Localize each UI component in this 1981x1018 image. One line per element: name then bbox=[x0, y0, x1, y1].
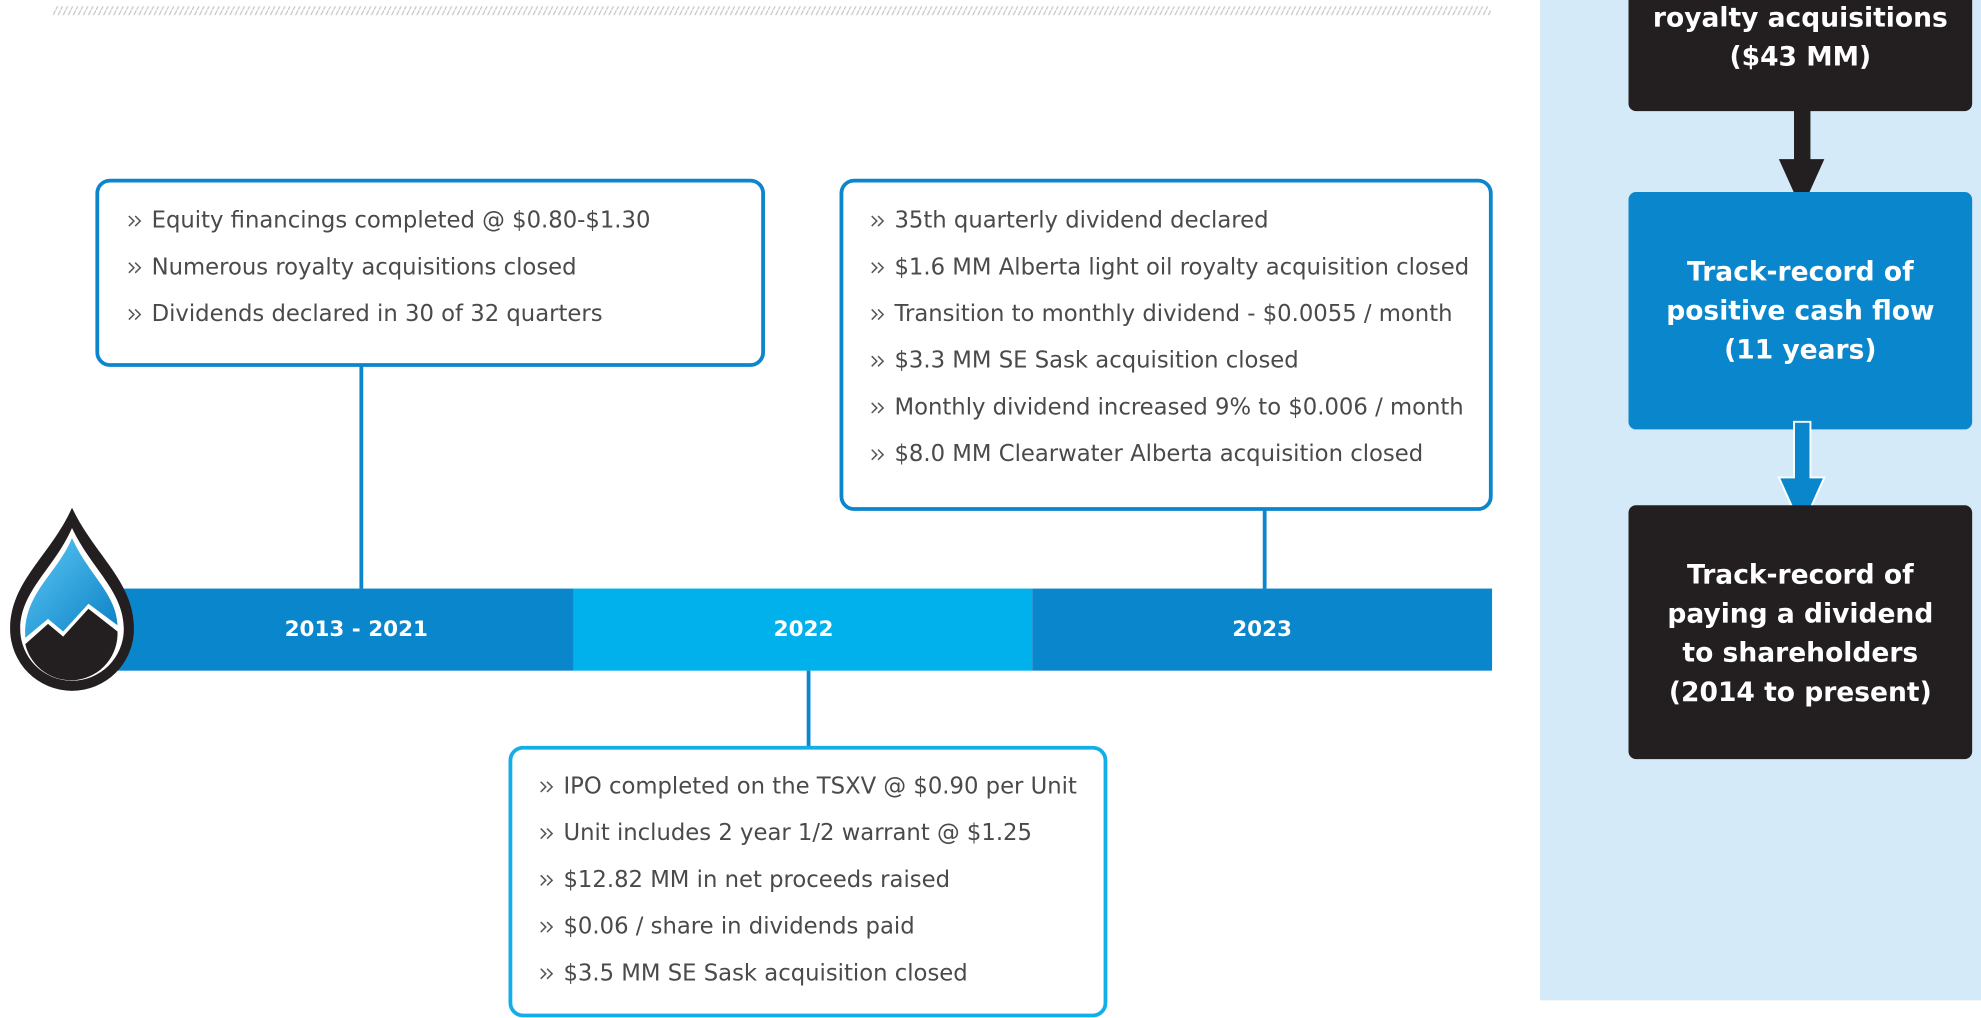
bar-segment bbox=[1032, 588, 1493, 671]
sidebar-text: Track-record of bbox=[1687, 256, 1914, 287]
bullet bbox=[540, 781, 554, 793]
bullet bbox=[871, 449, 885, 461]
sidebar-text: royalty acquisitions bbox=[1653, 2, 1948, 33]
sidebar-text: (2014 to present) bbox=[1669, 677, 1932, 708]
event-item: $3.5 MM SE Sask acquisition closed bbox=[563, 960, 967, 986]
sidebar-text: ($43 MM) bbox=[1730, 42, 1872, 73]
bullet bbox=[871, 355, 885, 367]
sidebar-text: positive cash flow bbox=[1666, 295, 1934, 326]
event-item: $8.0 MM Clearwater Alberta acquisition c… bbox=[894, 441, 1423, 467]
bullet bbox=[540, 874, 554, 886]
bullet bbox=[871, 262, 885, 274]
bullet bbox=[871, 308, 885, 321]
event-item: Monthly dividend increased 9% to $0.006 … bbox=[894, 394, 1463, 420]
bullet bbox=[540, 921, 554, 933]
period-label: 2023 bbox=[1232, 617, 1292, 642]
period-label: 2022 bbox=[774, 617, 834, 642]
sidebar-text: Track-record of bbox=[1687, 559, 1914, 590]
bullet bbox=[871, 215, 885, 227]
period-label: 2013 - 2021 bbox=[285, 617, 428, 642]
logo bbox=[10, 507, 134, 691]
bullet bbox=[128, 215, 142, 227]
bar-segment bbox=[113, 588, 574, 671]
sidebar-panel bbox=[1540, 0, 1981, 1001]
event-item: Transition to monthly dividend - $0.0055… bbox=[893, 301, 1452, 327]
event-item: $3.3 MM SE Sask acquisition closed bbox=[894, 348, 1298, 374]
event-box bbox=[508, 745, 1108, 1018]
arrow bbox=[1778, 103, 1825, 210]
bar-segment bbox=[573, 588, 1033, 671]
event-item: Unit includes 2 year 1/2 warrant @ $1.25 bbox=[563, 820, 1031, 846]
event-item: Numerous royalty acquisitions closed bbox=[152, 254, 577, 280]
bullet bbox=[540, 968, 554, 980]
event-box bbox=[95, 178, 765, 367]
sidebar-box bbox=[1628, 505, 1973, 760]
event-item: IPO completed on the TSXV @ $0.90 per Un… bbox=[563, 773, 1076, 799]
bullet bbox=[540, 828, 554, 840]
event-box bbox=[839, 178, 1493, 511]
bullet bbox=[871, 402, 885, 414]
bullet bbox=[128, 308, 142, 321]
hatched-rule bbox=[53, 6, 1491, 16]
sidebar-text: (11 years) bbox=[1724, 335, 1876, 366]
sidebar-text: paying a dividend bbox=[1667, 599, 1933, 630]
sidebar-box bbox=[1628, 0, 1973, 112]
event-item: $0.06 / share in dividends paid bbox=[563, 914, 914, 940]
arrow bbox=[1777, 420, 1826, 531]
event-item: Dividends declared in 30 of 32 quarters bbox=[152, 301, 603, 327]
event-item: Equity financings completed @ $0.80-$1.3… bbox=[152, 208, 651, 234]
event-item: $12.82 MM in net proceeds raised bbox=[563, 867, 950, 893]
event-item: 35th quarterly dividend declared bbox=[894, 208, 1268, 234]
event-item: $1.6 MM Alberta light oil royalty acquis… bbox=[894, 254, 1469, 280]
bullet bbox=[128, 262, 142, 274]
sidebar-text: to shareholders bbox=[1682, 638, 1918, 669]
sidebar-box bbox=[1628, 191, 1973, 430]
